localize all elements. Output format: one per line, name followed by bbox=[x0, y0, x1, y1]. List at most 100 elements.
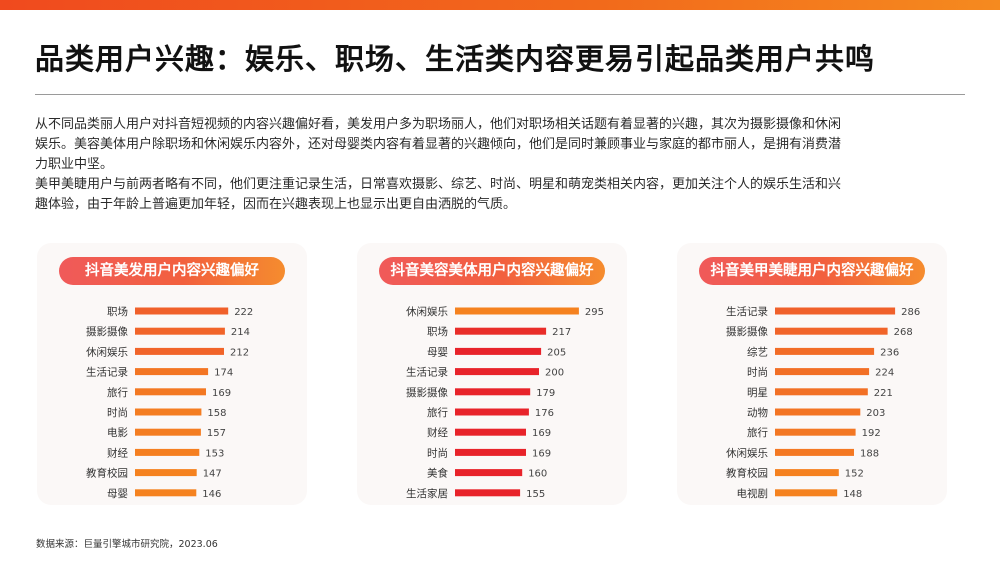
category-label: 电视剧 bbox=[737, 487, 769, 500]
value-label: 146 bbox=[202, 489, 221, 500]
bar bbox=[775, 448, 854, 456]
chart-svg: 职场 222 摄影摄像 214 休闲娱乐 212 生活记录 174 旅行 169 时尚 158 电影 15… bbox=[86, 305, 253, 500]
category-label: 旅行 bbox=[747, 426, 768, 439]
value-label: 200 bbox=[545, 368, 564, 379]
value-label: 174 bbox=[214, 368, 233, 379]
bar bbox=[775, 368, 870, 376]
value-label: 160 bbox=[528, 469, 547, 480]
value-label: 188 bbox=[860, 448, 879, 459]
category-label: 时尚 bbox=[427, 446, 448, 459]
bar bbox=[135, 489, 197, 497]
category-label: 摄影摄像 bbox=[406, 386, 448, 399]
chart-svg: 生活记录 286 摄影摄像 268 综艺 236 时尚 224 明星 221 动物 203 旅行 192 休… bbox=[726, 305, 920, 500]
value-label: 148 bbox=[843, 489, 862, 500]
bar bbox=[135, 408, 202, 416]
bar bbox=[775, 327, 888, 335]
bar bbox=[775, 428, 856, 436]
title-divider bbox=[35, 94, 965, 95]
bar bbox=[135, 327, 225, 335]
category-label: 时尚 bbox=[747, 366, 768, 379]
bar bbox=[455, 408, 529, 416]
category-label: 电影 bbox=[107, 426, 128, 439]
category-label: 旅行 bbox=[427, 406, 448, 419]
category-label: 动物 bbox=[747, 406, 768, 419]
value-label: 295 bbox=[585, 307, 604, 318]
value-label: 158 bbox=[207, 408, 226, 419]
bar bbox=[135, 347, 224, 355]
bar-chart-hair: 职场 222 摄影摄像 214 休闲娱乐 212 生活记录 174 旅行 169 时尚 158 电影 15… bbox=[37, 299, 307, 505]
category-label: 母婴 bbox=[107, 488, 128, 500]
category-label: 生活家居 bbox=[406, 487, 448, 500]
bar bbox=[135, 388, 206, 396]
chart-title-hair: 抖音美发用户内容兴趣偏好 bbox=[59, 257, 285, 285]
page-title: 品类用户兴趣：娱乐、职场、生活类内容更易引起品类用户共鸣 bbox=[35, 42, 876, 76]
bar bbox=[455, 347, 542, 355]
bar bbox=[135, 307, 229, 315]
bar bbox=[455, 327, 547, 335]
chart-title-beauty: 抖音美容美体用户内容兴趣偏好 bbox=[379, 257, 605, 285]
category-label: 财经 bbox=[107, 446, 128, 459]
value-label: 222 bbox=[234, 307, 253, 318]
bar bbox=[455, 489, 521, 497]
category-label: 休闲娱乐 bbox=[86, 345, 128, 358]
category-label: 教育校园 bbox=[86, 467, 128, 480]
value-label: 217 bbox=[552, 327, 571, 338]
category-label: 休闲娱乐 bbox=[726, 446, 768, 459]
value-label: 147 bbox=[203, 469, 222, 480]
bar bbox=[455, 428, 526, 436]
bar bbox=[455, 368, 539, 376]
category-label: 财经 bbox=[427, 426, 448, 439]
category-label: 美食 bbox=[427, 467, 448, 480]
intro-line: 趣体验，由于年龄上普遍更加年轻，因而在兴趣表现上也显示出更自由洒脱的气质。 bbox=[35, 197, 517, 212]
category-label: 摄影摄像 bbox=[726, 325, 768, 338]
bar bbox=[775, 408, 861, 416]
bar-chart-beauty: 休闲娱乐 295 职场 217 母婴 205 生活记录 200 摄影摄像 179 旅行 176 财经 16… bbox=[357, 299, 627, 505]
value-label: 286 bbox=[901, 307, 920, 318]
panel-nail-users: 抖音美甲美睫用户内容兴趣偏好 生活记录 286 摄影摄像 268 综艺 236 时尚 224 明… bbox=[677, 243, 947, 505]
category-label: 休闲娱乐 bbox=[406, 305, 448, 318]
bar bbox=[455, 307, 579, 315]
bar bbox=[775, 307, 896, 315]
value-label: 268 bbox=[894, 327, 913, 338]
value-label: 169 bbox=[532, 448, 551, 459]
bar bbox=[135, 428, 201, 436]
value-label: 236 bbox=[880, 347, 899, 358]
bar bbox=[135, 368, 209, 376]
value-label: 214 bbox=[231, 327, 250, 338]
category-label: 教育校园 bbox=[726, 467, 768, 480]
value-label: 212 bbox=[230, 347, 249, 358]
value-label: 203 bbox=[866, 408, 885, 419]
value-label: 153 bbox=[205, 448, 224, 459]
bar bbox=[775, 347, 875, 355]
value-label: 192 bbox=[862, 428, 881, 439]
category-label: 旅行 bbox=[107, 386, 128, 399]
category-label: 生活记录 bbox=[86, 366, 128, 379]
value-label: 152 bbox=[845, 469, 864, 480]
category-label: 职场 bbox=[107, 305, 128, 318]
bar bbox=[135, 448, 200, 456]
value-label: 157 bbox=[207, 428, 226, 439]
intro-text: 从不同品类丽人用户对抖音短视频的内容兴趣偏好看，美发用户多为职场丽人，他们对职场… bbox=[35, 115, 965, 215]
top-accent-bar bbox=[0, 0, 1000, 10]
category-label: 综艺 bbox=[747, 345, 768, 358]
intro-line: 娱乐。美容美体用户除职场和休闲娱乐内容外，还对母婴类内容有着显著的兴趣倾向，他们… bbox=[35, 137, 842, 152]
chart-svg: 休闲娱乐 295 职场 217 母婴 205 生活记录 200 摄影摄像 179 旅行 176 财经 16… bbox=[406, 305, 604, 500]
value-label: 169 bbox=[212, 388, 231, 399]
category-label: 明星 bbox=[747, 387, 768, 399]
bar bbox=[775, 489, 838, 497]
bar-chart-nail: 生活记录 286 摄影摄像 268 综艺 236 时尚 224 明星 221 动物 203 旅行 192 休… bbox=[677, 299, 947, 505]
value-label: 179 bbox=[536, 388, 555, 399]
category-label: 母婴 bbox=[427, 346, 448, 358]
intro-line: 力职业中坚。 bbox=[35, 157, 114, 172]
category-label: 职场 bbox=[427, 325, 448, 338]
chart-title-nail: 抖音美甲美睫用户内容兴趣偏好 bbox=[699, 257, 925, 285]
bar bbox=[455, 469, 523, 477]
category-label: 时尚 bbox=[107, 406, 128, 419]
intro-line: 从不同品类丽人用户对抖音短视频的内容兴趣偏好看，美发用户多为职场丽人，他们对职场… bbox=[35, 117, 842, 132]
panel-beauty-users: 抖音美容美体用户内容兴趣偏好 休闲娱乐 295 职场 217 母婴 205 生活记录 200 摄… bbox=[357, 243, 627, 505]
category-label: 生活记录 bbox=[406, 366, 448, 379]
intro-line: 美甲美睫用户与前两者略有不同，他们更注重记录生活，日常喜欢摄影、综艺、时尚、明星… bbox=[35, 177, 842, 192]
category-label: 摄影摄像 bbox=[86, 325, 128, 338]
value-label: 205 bbox=[547, 347, 566, 358]
value-label: 176 bbox=[535, 408, 554, 419]
